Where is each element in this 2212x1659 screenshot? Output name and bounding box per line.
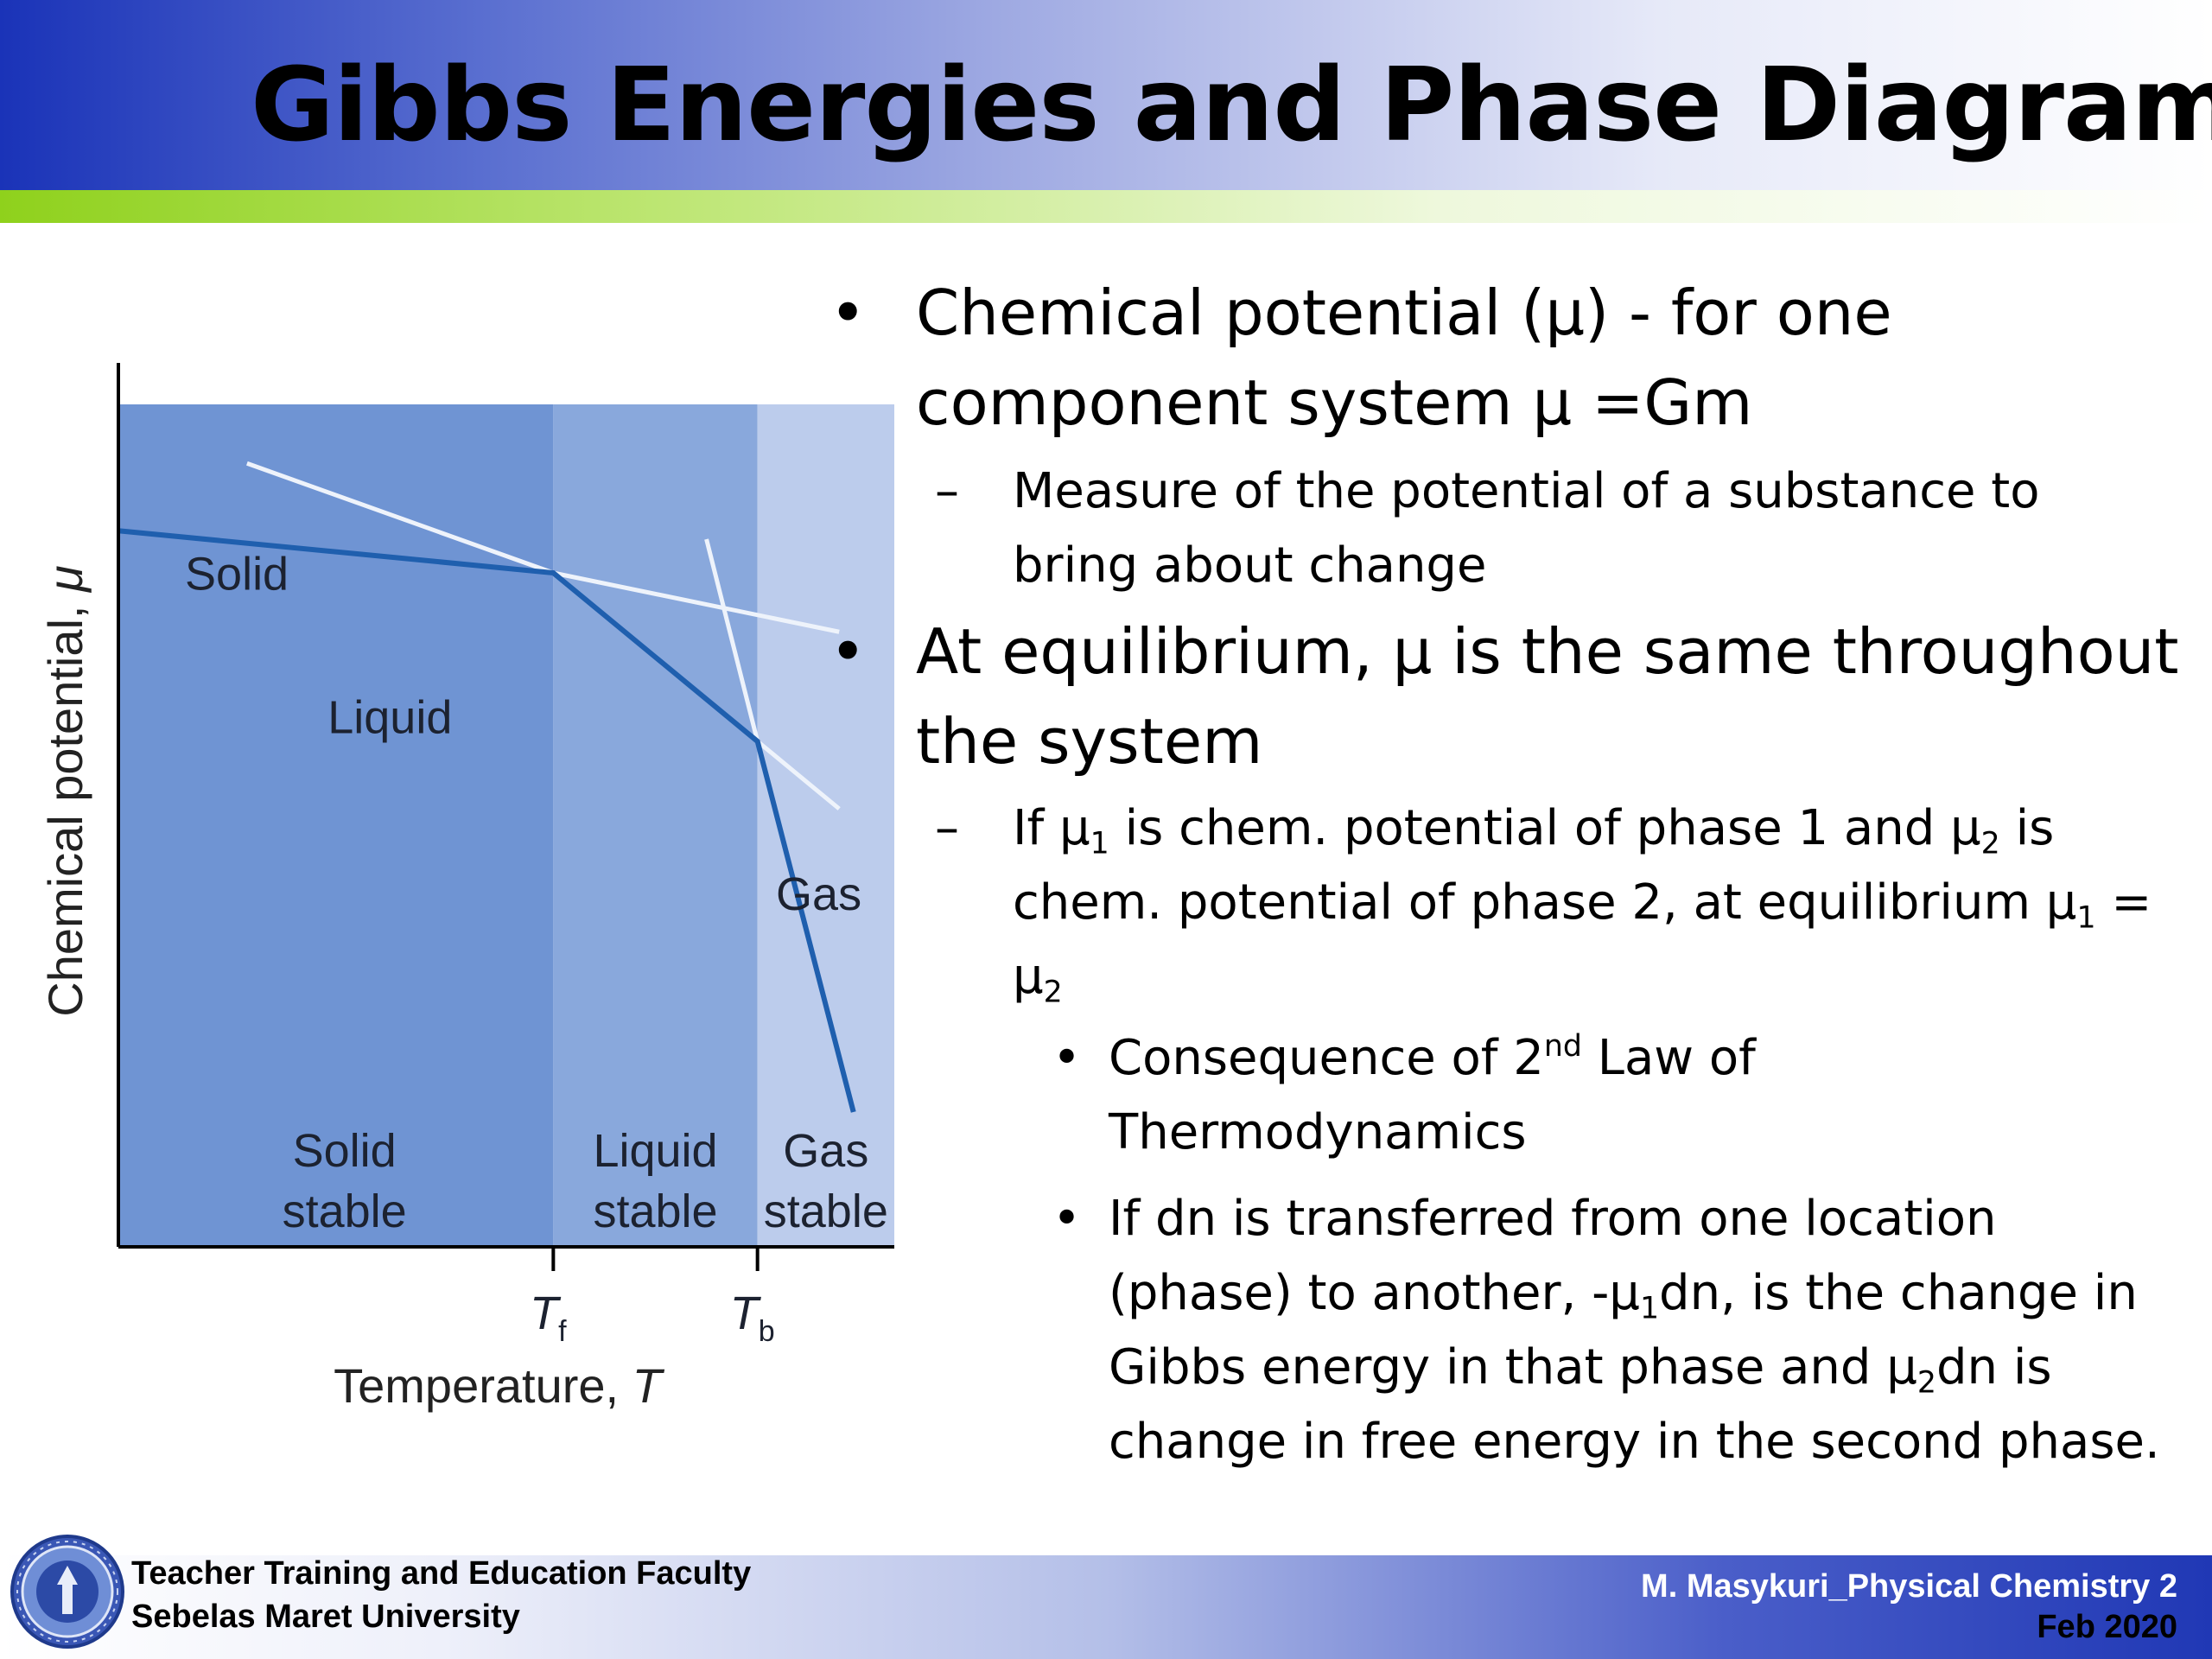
bullet-text-line: chem. potential of phase 2, at equilibri… (1013, 874, 2152, 936)
bullet-marker: • (1052, 1191, 1082, 1247)
x-tick-label-tf: Tf (530, 1287, 567, 1348)
header-band (0, 0, 2212, 190)
footer-band (0, 1555, 2212, 1659)
x-axis-label: Temperature, T (334, 1358, 665, 1413)
bullet-equilibrium: • At equilibrium, μ is the same througho… (821, 607, 2186, 786)
region-label-gas: Gas (783, 1125, 868, 1177)
slide-title: Gibbs Energies and Phase Diagrams (251, 45, 2212, 164)
phase-region-liquid (553, 404, 758, 1247)
bullet-list: • Chemical potential (μ) - for one compo… (821, 268, 2186, 1479)
sub-bullet-measure: – Measure of the potential of a substanc… (821, 454, 2186, 603)
region-labels: Solid stable Liquid stable Gas stable (283, 1125, 888, 1237)
sub-sub-bullet-transfer: • If dn is transferred from one location… (821, 1182, 2186, 1479)
series-lines (118, 461, 856, 1113)
bullet-text-line: If dn is transferred from one location (1109, 1191, 1997, 1247)
series-label-gas: Gas (776, 868, 861, 920)
sub-bullet-equilibrium-condition: – If μ1 is chem. potential of phase 1 an… (821, 791, 2186, 1014)
bullet-text-line: Consequence of 2nd Law of (1109, 1029, 1756, 1086)
phase-region-solid (118, 404, 554, 1247)
bullet-text-line: Thermodynamics (1109, 1104, 1527, 1160)
region-label-stable: stable (593, 1185, 717, 1237)
region-label-solid: Solid (293, 1125, 397, 1177)
bullet-text-line: Measure of the potential of a substance … (1013, 463, 2040, 519)
region-label-stable: stable (283, 1185, 407, 1237)
bullet-text-line: change in free energy in the second phas… (1109, 1414, 2160, 1470)
bullet-marker: • (830, 615, 867, 688)
y-axis-label: Chemical potential, μ (38, 565, 92, 1017)
dash-marker: – (935, 800, 959, 856)
x-tick-label-tb: Tb (730, 1287, 775, 1348)
bullet-text-line: μ2 (1013, 949, 1063, 1010)
bullet-marker: • (830, 276, 867, 349)
bullet-text-line: component system μ =Gm (916, 366, 1753, 439)
institution-line-2: Sebelas Maret University (131, 1599, 520, 1635)
institution-line-1: Teacher Training and Education Faculty (131, 1555, 752, 1592)
bullet-marker: • (1052, 1030, 1082, 1086)
sub-sub-bullet-second-law: • Consequence of 2nd Law of Thermodynami… (821, 1021, 2186, 1170)
region-label-liquid: Liquid (593, 1125, 717, 1177)
stable-chemical-potential-line (118, 528, 856, 1113)
series-label-solid: Solid (185, 549, 289, 601)
series-label-liquid: Liquid (327, 691, 452, 743)
footer-author: M. Masykuri_Physical Chemistry 2 (1641, 1568, 2177, 1605)
chart-axes (117, 363, 894, 1249)
bullet-text-line: If μ1 is chem. potential of phase 1 and … (1013, 800, 2055, 861)
footer-date: Feb 2020 (2037, 1609, 2177, 1645)
chart-canvas: Tf Tb Solid Liquid Gas Solid stable Liquid sta… (38, 363, 894, 1413)
chemical-potential-chart: Tf Tb Solid Liquid Gas Solid stable Liquid sta… (35, 346, 933, 1434)
bullet-text-line: bring about change (1013, 537, 1487, 594)
dash-marker: – (935, 463, 959, 519)
university-logo-icon (10, 1535, 124, 1649)
header-accent-stripe (0, 190, 2212, 223)
series-labels: Solid Liquid Gas (185, 549, 861, 921)
bullet-text-line: the system (916, 705, 1263, 778)
bullet-chemical-potential: • Chemical potential (μ) - for one compo… (821, 268, 2186, 448)
bullet-text-line: (phase) to another, -μ1dn, is the change… (1109, 1265, 2138, 1326)
region-label-stable: stable (764, 1185, 888, 1237)
bullet-text-line: Gibbs energy in that phase and μ2dn is (1109, 1339, 2052, 1401)
bullet-text-line: Chemical potential (μ) - for one (916, 276, 1892, 349)
bullet-text-line: At equilibrium, μ is the same throughout (916, 615, 2179, 688)
x-axis-ticks: Tf Tb (530, 1247, 775, 1348)
